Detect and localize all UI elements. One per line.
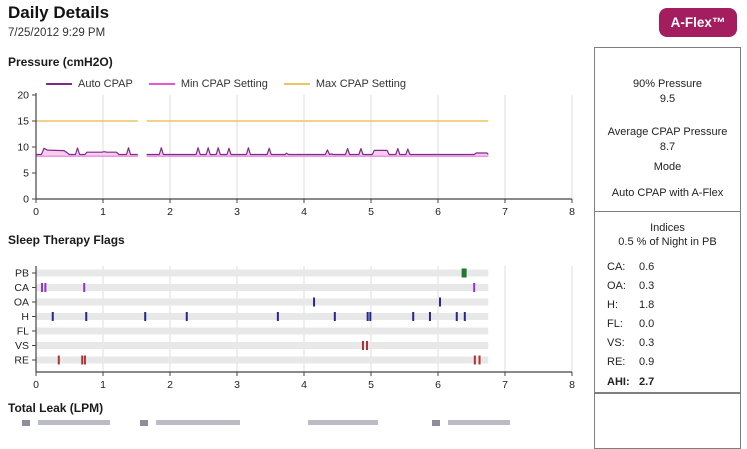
legend-text-fragment bbox=[308, 420, 378, 425]
legend-swatch-line bbox=[148, 83, 175, 85]
svg-text:6: 6 bbox=[435, 206, 441, 218]
svg-text:3: 3 bbox=[234, 206, 240, 218]
legend-swatch-fragment bbox=[140, 420, 148, 426]
index-label: VS: bbox=[607, 337, 625, 349]
ahi-row: AHI: 2.7 bbox=[595, 376, 740, 388]
legend-label: Auto CPAP bbox=[78, 78, 133, 90]
svg-text:4: 4 bbox=[301, 379, 307, 391]
stat-90-percent-pressure: 90% Pressure 9.5 bbox=[595, 78, 740, 105]
svg-text:PB: PB bbox=[15, 268, 29, 280]
svg-text:20: 20 bbox=[17, 90, 29, 102]
svg-text:15: 15 bbox=[17, 116, 29, 128]
legend-swatch-fragment bbox=[22, 420, 30, 426]
total-leak-section-heading: Total Leak (LPM) bbox=[8, 401, 104, 415]
svg-text:0: 0 bbox=[33, 379, 39, 391]
svg-text:OA: OA bbox=[14, 297, 29, 309]
index-row-h: H: 1.8 bbox=[607, 300, 740, 311]
legend-swatch-fragment bbox=[432, 420, 440, 426]
index-row-oa: OA: 0.3 bbox=[607, 281, 740, 292]
ahi-value: 2.7 bbox=[639, 376, 655, 388]
index-value: 1.8 bbox=[639, 299, 655, 311]
panel-indices-section: Indices 0.5 % of Night in PB CA: 0.6 OA:… bbox=[595, 212, 740, 394]
svg-text:2: 2 bbox=[167, 206, 173, 218]
svg-text:0: 0 bbox=[33, 206, 39, 218]
panel-stats-section: 90% Pressure 9.5 Average CPAP Pressure 8… bbox=[595, 48, 740, 212]
page-title: Daily Details bbox=[8, 3, 110, 22]
index-value: 0.9 bbox=[639, 356, 655, 368]
legend-label: Max CPAP Setting bbox=[315, 78, 406, 90]
ahi-label: AHI: bbox=[607, 376, 630, 388]
svg-text:1: 1 bbox=[100, 379, 106, 391]
index-row-fl: FL: 0.0 bbox=[607, 319, 740, 330]
svg-text:1: 1 bbox=[100, 206, 106, 218]
pressure-legend: Auto CPAP Min CPAP Setting Max CPAP Settin… bbox=[46, 76, 422, 90]
index-row-re: RE: 0.9 bbox=[607, 357, 740, 368]
index-label: FL: bbox=[607, 318, 623, 330]
legend-item: Max CPAP Setting bbox=[283, 78, 406, 90]
legend-text-fragment bbox=[448, 420, 510, 425]
legend-item: Auto CPAP bbox=[46, 78, 133, 90]
indices-subheading: 0.5 % of Night in PB bbox=[618, 236, 717, 248]
svg-text:5: 5 bbox=[23, 168, 29, 180]
svg-text:10: 10 bbox=[17, 142, 29, 154]
index-rows: CA: 0.6 OA: 0.3 H: 1.8 FL: 0.0 VS: 0.3 bbox=[595, 262, 740, 368]
stat-label: Average CPAP Pressure bbox=[607, 126, 728, 138]
svg-text:7: 7 bbox=[502, 206, 508, 218]
legend-text-fragment bbox=[156, 420, 240, 425]
flags-section-heading: Sleep Therapy Flags bbox=[8, 233, 125, 247]
stat-average-cpap-pressure: Average CPAP Pressure 8.7 bbox=[595, 126, 740, 153]
stat-value: 9.5 bbox=[659, 93, 676, 105]
aflex-badge: A-Flex™ bbox=[659, 8, 737, 37]
svg-text:3: 3 bbox=[234, 379, 240, 391]
svg-text:6: 6 bbox=[435, 379, 441, 391]
svg-text:H: H bbox=[21, 311, 29, 323]
legend-item: Min CPAP Setting bbox=[148, 78, 268, 90]
svg-text:5: 5 bbox=[368, 206, 374, 218]
stat-value: Auto CPAP with A-Flex bbox=[611, 187, 724, 199]
legend-swatch-line bbox=[283, 83, 310, 85]
stat-value: 8.7 bbox=[659, 141, 676, 153]
sleep-therapy-flags-chart: PB CA OA H FL VS RE 0 1 2 3 4 5 6 7 8 bbox=[14, 266, 575, 391]
legend-text-fragment bbox=[38, 420, 110, 425]
svg-text:7: 7 bbox=[502, 379, 508, 391]
legend-swatch-line bbox=[46, 83, 72, 85]
legend-label: Min CPAP Setting bbox=[180, 78, 268, 90]
index-row-vs: VS: 0.3 bbox=[607, 338, 740, 349]
index-label: CA: bbox=[607, 261, 626, 273]
index-value: 0.0 bbox=[639, 318, 655, 330]
svg-text:8: 8 bbox=[569, 206, 575, 218]
daily-details-report: Daily Details 7/25/2012 9:29 PM A-Flex™ … bbox=[8, 3, 741, 449]
index-label: RE: bbox=[607, 356, 626, 368]
stat-label: Mode bbox=[653, 161, 682, 173]
svg-text:VS: VS bbox=[15, 340, 29, 352]
stat-mode: Mode Auto CPAP with A-Flex bbox=[595, 161, 740, 199]
index-label: H: bbox=[607, 299, 618, 311]
pressure-section-heading: Pressure (cmH2O) bbox=[8, 55, 113, 69]
pressure-chart: 0 5 10 15 20 0 1 2 3 4 5 6 7 8 bbox=[17, 90, 575, 218]
svg-text:5: 5 bbox=[368, 379, 374, 391]
svg-text:FL: FL bbox=[17, 326, 29, 338]
stat-label: 90% Pressure bbox=[632, 78, 703, 90]
svg-text:0: 0 bbox=[23, 194, 29, 206]
index-value: 0.3 bbox=[639, 280, 655, 292]
svg-text:2: 2 bbox=[167, 379, 173, 391]
index-value: 0.3 bbox=[639, 337, 655, 349]
svg-text:8: 8 bbox=[569, 379, 575, 391]
svg-text:RE: RE bbox=[14, 355, 29, 367]
svg-text:CA: CA bbox=[14, 282, 29, 294]
index-label: OA: bbox=[607, 280, 626, 292]
total-leak-legend-clipped bbox=[20, 420, 580, 426]
index-value: 0.6 bbox=[639, 261, 655, 273]
indices-heading: Indices bbox=[650, 222, 685, 234]
index-row-ca: CA: 0.6 bbox=[607, 262, 740, 273]
summary-panel: 90% Pressure 9.5 Average CPAP Pressure 8… bbox=[594, 47, 741, 449]
report-date: 7/25/2012 9:29 PM bbox=[8, 27, 106, 39]
svg-text:4: 4 bbox=[301, 206, 307, 218]
